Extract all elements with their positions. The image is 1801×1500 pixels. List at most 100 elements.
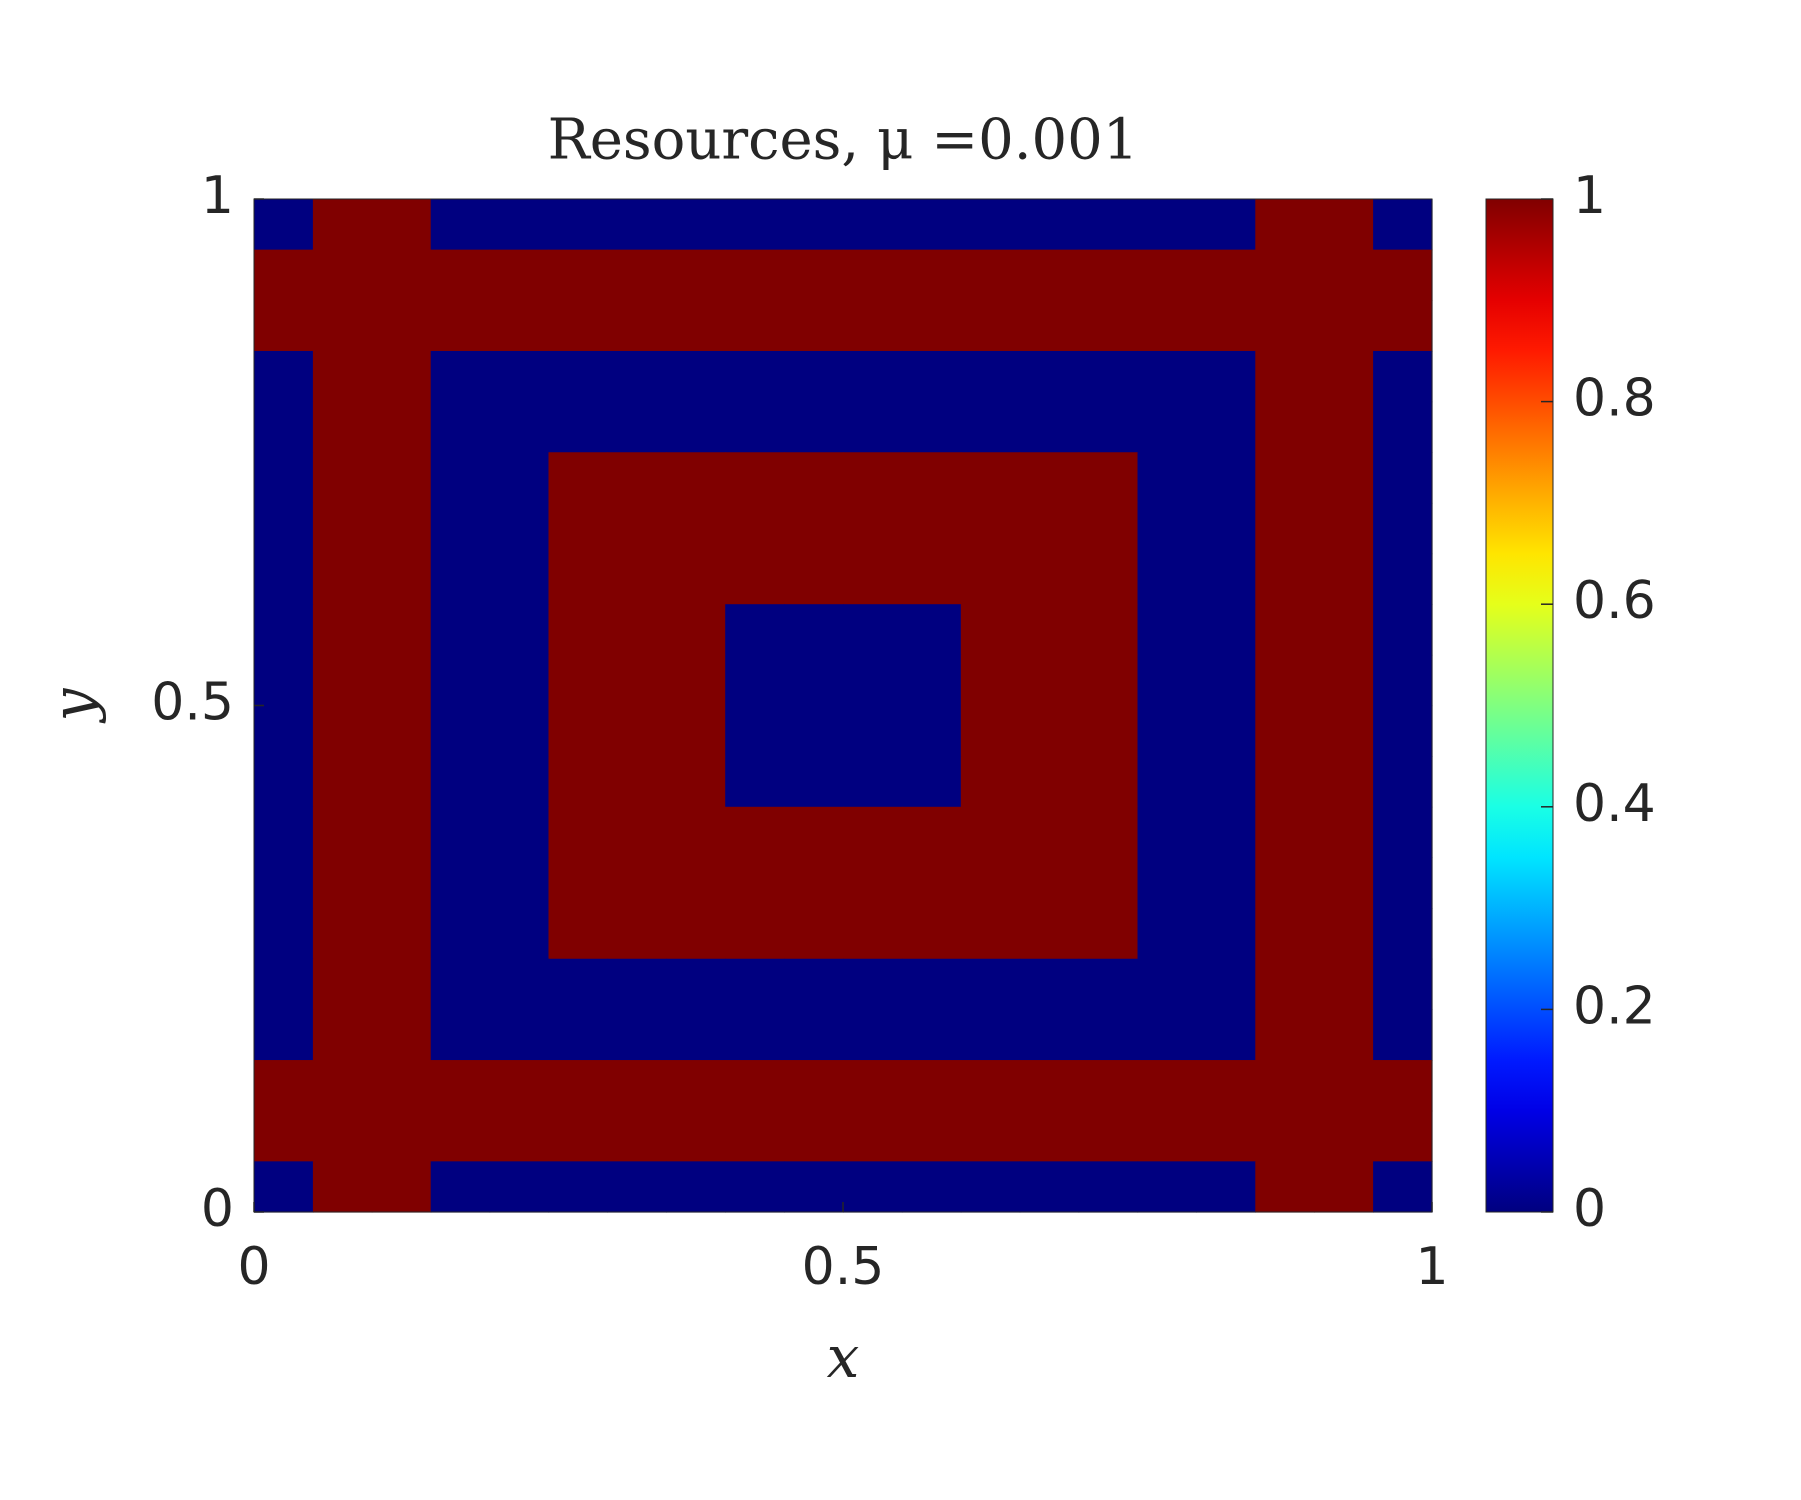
heatmap-cell xyxy=(489,553,550,605)
heatmap-cell xyxy=(1137,401,1197,453)
heatmap-cell xyxy=(489,350,550,403)
heatmap-cell xyxy=(1314,300,1374,352)
heatmap-cell xyxy=(607,1161,667,1213)
heatmap-cell xyxy=(430,958,491,1010)
heatmap-cell xyxy=(489,806,550,859)
heatmap-cell xyxy=(666,249,726,301)
heatmap-cell xyxy=(607,502,667,555)
heatmap-cell xyxy=(1255,908,1315,960)
heatmap-cell xyxy=(254,756,314,808)
heatmap-cell xyxy=(725,249,785,301)
heatmap-cell xyxy=(784,705,844,757)
x-tick-label: 0.5 xyxy=(802,1237,885,1297)
colorbar-tick-label: 0.2 xyxy=(1573,976,1656,1036)
x-axis-label: x xyxy=(827,1323,860,1391)
heatmap-cell xyxy=(784,553,844,605)
heatmap-cell xyxy=(1373,958,1433,1010)
heatmap-cell xyxy=(371,1161,432,1213)
heatmap-cell xyxy=(312,452,373,504)
heatmap-cell xyxy=(725,705,785,757)
heatmap-cell xyxy=(607,350,667,403)
heatmap-cell xyxy=(1137,604,1197,656)
heatmap-cell xyxy=(960,401,1021,453)
heatmap-cell xyxy=(1255,300,1315,352)
heatmap-cell xyxy=(254,1060,314,1112)
heatmap-cell xyxy=(1019,1161,1080,1213)
heatmap-cell xyxy=(843,502,903,555)
heatmap-cell xyxy=(666,1161,726,1213)
heatmap-cell xyxy=(666,958,726,1010)
heatmap-cell xyxy=(784,1161,844,1213)
heatmap-cell xyxy=(1019,300,1080,352)
heatmap-cell xyxy=(254,452,314,504)
heatmap-cell xyxy=(1196,806,1256,859)
heatmap-cell xyxy=(1314,806,1374,859)
heatmap-cell xyxy=(254,604,314,656)
heatmap-cell xyxy=(607,199,667,251)
heatmap-cell xyxy=(548,1110,608,1162)
heatmap-cell xyxy=(1373,654,1433,707)
heatmap-cell xyxy=(1196,908,1256,960)
heatmap-cell xyxy=(607,1060,667,1112)
heatmap-cell xyxy=(371,604,432,656)
heatmap-cell xyxy=(1373,1161,1433,1213)
heatmap-cell xyxy=(430,604,491,656)
heatmap-cell xyxy=(371,401,432,453)
heatmap-cell xyxy=(725,1060,785,1112)
heatmap-cell xyxy=(1314,401,1374,453)
heatmap-cell xyxy=(784,249,844,301)
heatmap-cell xyxy=(666,806,726,859)
heatmap-cell xyxy=(960,502,1021,555)
heatmap-cell xyxy=(1078,199,1139,251)
colorbar-tick-label: 0.6 xyxy=(1573,571,1656,631)
heatmap-cell xyxy=(312,1110,373,1162)
heatmap-cell xyxy=(1255,1060,1315,1112)
heatmap-cell xyxy=(901,553,962,605)
heatmap-cell xyxy=(1255,806,1315,859)
heatmap-cell xyxy=(607,908,667,960)
heatmap-cell xyxy=(607,1110,667,1162)
heatmap-cell xyxy=(548,1060,608,1112)
heatmap-cell xyxy=(1314,1060,1374,1112)
heatmap-cell xyxy=(1019,249,1080,301)
heatmap-cell xyxy=(430,705,491,757)
heatmap-cell xyxy=(1196,502,1256,555)
heatmap-cell xyxy=(901,604,962,656)
heatmap-cell xyxy=(430,401,491,453)
heatmap-cell xyxy=(254,654,314,707)
heatmap-cell xyxy=(843,857,903,909)
heatmap-cell xyxy=(784,908,844,960)
heatmap-cell xyxy=(725,1009,785,1061)
heatmap-cell xyxy=(607,300,667,352)
heatmap-cell xyxy=(1373,857,1433,909)
heatmap-cell xyxy=(1373,300,1433,352)
heatmap-cell xyxy=(1196,401,1256,453)
heatmap-cell xyxy=(666,705,726,757)
heatmap-cell xyxy=(901,1110,962,1162)
heatmap-cell xyxy=(901,199,962,251)
heatmap-cell xyxy=(371,958,432,1010)
heatmap-cell xyxy=(371,452,432,504)
heatmap-cell xyxy=(548,452,608,504)
heatmap-cell xyxy=(1137,654,1197,707)
heatmap-cell xyxy=(1373,1009,1433,1061)
heatmap-cell xyxy=(1314,604,1374,656)
heatmap-cell xyxy=(607,756,667,808)
heatmap-cell xyxy=(1078,1009,1139,1061)
heatmap-cell xyxy=(1314,908,1374,960)
heatmap-cell xyxy=(254,806,314,859)
heatmap-cell xyxy=(1196,553,1256,605)
heatmap-cell xyxy=(901,249,962,301)
heatmap-cell xyxy=(666,452,726,504)
heatmap-cell xyxy=(607,553,667,605)
heatmap-cell xyxy=(901,908,962,960)
heatmap-cell xyxy=(430,654,491,707)
heatmap-cell xyxy=(430,350,491,403)
heatmap-cell xyxy=(548,705,608,757)
x-tick-label: 0 xyxy=(237,1237,270,1297)
heatmap-cell xyxy=(784,1110,844,1162)
heatmap-cell xyxy=(430,300,491,352)
heatmap-cell xyxy=(254,249,314,301)
heatmap-cell xyxy=(725,857,785,909)
heatmap-cell xyxy=(1137,806,1197,859)
